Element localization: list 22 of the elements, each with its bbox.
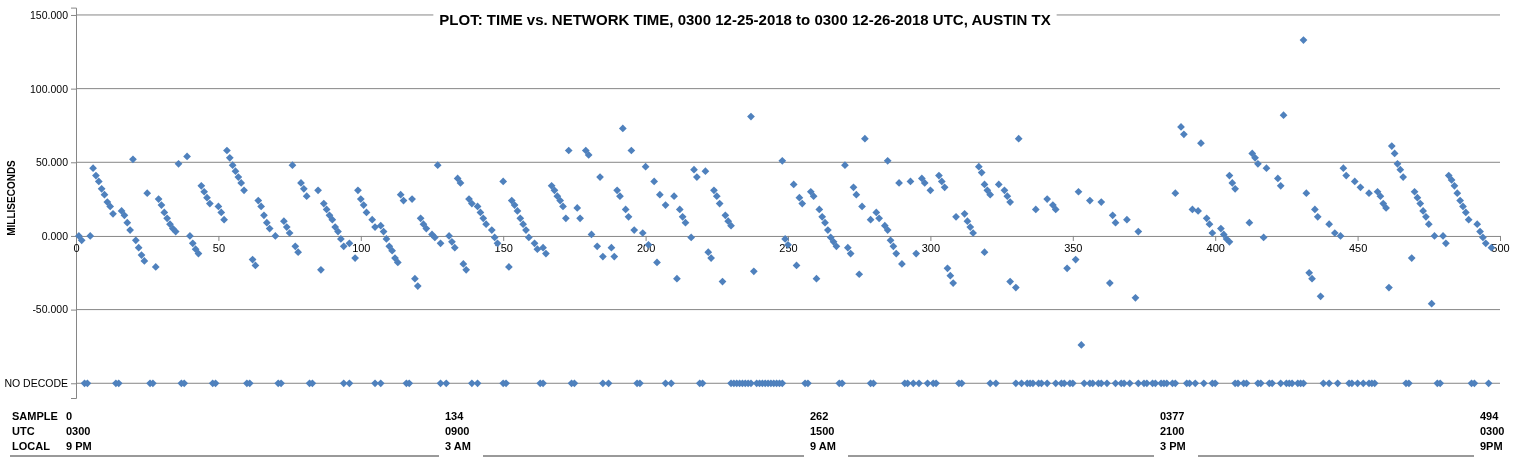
text: 262 1500 9 AM — [810, 410, 836, 452]
y-axis-title: MILLISECONDS — [6, 159, 17, 236]
x-tick-label: 350 — [1064, 241, 1083, 254]
text: 0 0300 9 PM — [66, 410, 92, 452]
y-tick-label: -50.000 — [32, 303, 69, 316]
x-tick-label: 300 — [921, 241, 941, 254]
y-tick-label: 50.000 — [35, 156, 69, 169]
y-tick-label: 150.000 — [30, 8, 69, 21]
text: 0377 2100 3 PM — [1160, 410, 1186, 452]
text: 134 0900 3 AM — [445, 410, 471, 452]
text: 494 0300 9PM — [1480, 410, 1505, 452]
y-tick-label: 100.000 — [30, 82, 69, 95]
y-tick-label: NO DECODE — [4, 377, 68, 390]
x-tick-label: 150 — [494, 241, 513, 254]
text: SAMPLE UTC LOCAL — [12, 410, 58, 452]
x-tick-label: 450 — [1348, 241, 1368, 254]
y-tick-label: 0.000 — [41, 229, 69, 242]
x-tick-label: 50 — [212, 241, 226, 254]
x-tick-label: 100 — [352, 241, 371, 254]
x-tick-label: 0 — [73, 241, 80, 254]
chart-title: PLOT: TIME vs. NETWORK TIME, 0300 12-25-2018 to 0300 12-26-2018 UTC, AUSTIN TX — [439, 11, 1051, 28]
x-tick-label: 400 — [1206, 241, 1225, 254]
